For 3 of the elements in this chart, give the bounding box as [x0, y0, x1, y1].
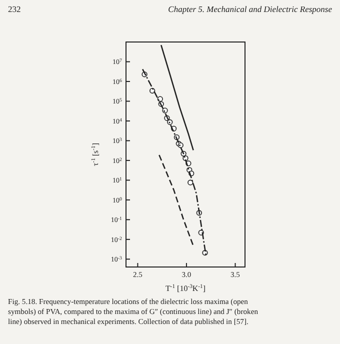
- text: 232: [8, 4, 21, 14]
- text: Chapter 5. Mechanical and Dielectric Response: [168, 4, 332, 14]
- x-axis-title: T$^{-1}$ [10$^{-3}$K$^{-1}$]: [165, 284, 206, 293]
